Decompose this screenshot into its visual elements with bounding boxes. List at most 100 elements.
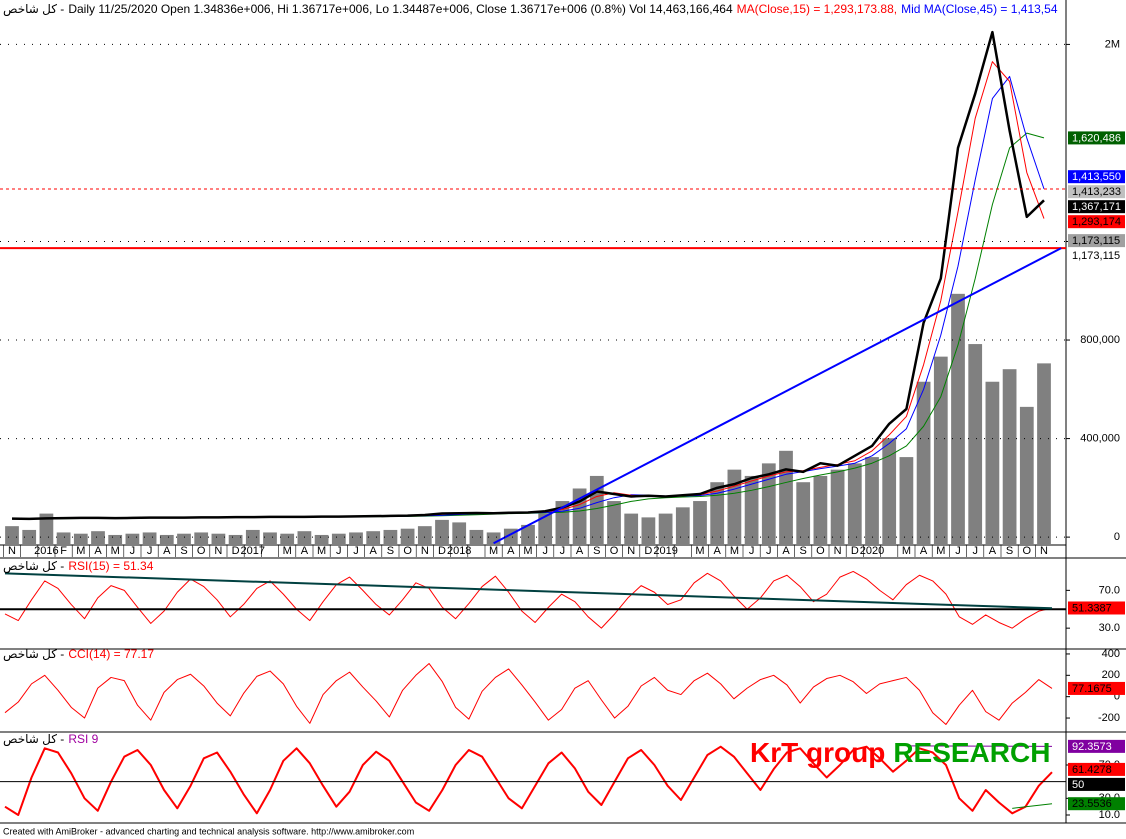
volume-bar [91,531,105,545]
x-tick-label: 2017 [241,545,265,557]
header-title: CCI(14) = 77.17 [68,647,154,661]
value-label: 1,293,174 [1072,216,1121,228]
volume-bar [1002,369,1017,545]
panel [4,663,1053,725]
x-tick-label: N [834,545,842,557]
trendline [4,572,1053,610]
volume-bar [108,534,123,545]
y-tick-label: 0 [1114,691,1120,703]
value-label-box [1068,601,1125,615]
watermark-part: KrT group [750,737,885,768]
x-tick-label: S [800,545,807,557]
x-tick-label: N [421,545,429,557]
volume-bar [125,533,140,545]
volume-bar [985,381,1000,545]
x-tick-label: M [489,545,498,557]
volume-bar [521,524,535,545]
x-tick-label: A [507,545,515,557]
value-label-box [1068,131,1125,145]
volume-bar [1037,363,1051,545]
volume-bar [624,513,639,545]
x-tick-label: M [111,545,120,557]
volume-bar [968,344,983,545]
value-label: 77.1675 [1072,683,1112,695]
x-tick-label: J [749,545,755,557]
y-tick-label: -200 [1098,712,1120,724]
value-label-box [1068,170,1125,184]
x-tick-label: A [163,545,171,557]
volume-bar [177,533,191,545]
y-tick-label: 400,000 [1080,432,1120,444]
x-tick-label: M [730,545,739,557]
x-tick-label: D [851,545,859,557]
value-label: 51.3387 [1072,602,1112,614]
volume-bar [211,533,226,545]
value-label-box [1068,797,1125,811]
value-label-box [1068,762,1125,776]
volume-bar [73,533,88,545]
value-label-box [1068,200,1125,214]
x-tick-label: O [1023,545,1032,557]
value-label-box [1068,234,1125,248]
value-label: 1,620,486 [1072,132,1121,144]
x-tick-label: F [60,545,67,557]
volume-bar [228,534,243,545]
volume-bar [641,517,656,545]
y-tick-label: 800,000 [1080,334,1120,346]
volume-bar [263,532,277,545]
x-tick-label: J [353,545,359,557]
x-tick-label: S [1006,545,1013,557]
x-tick-label: S [180,545,187,557]
value-label: 61.4278 [1072,764,1112,776]
value-label: 50 [1072,779,1084,791]
value-label: 1,173,115 [1072,235,1120,247]
value-label-box [1068,215,1125,229]
x-tick-label: J [560,545,566,557]
x-tick-label: J [130,545,136,557]
y-tick-label: 400 [1102,648,1120,660]
volume-bar [159,534,174,545]
value-label-box [1068,739,1125,753]
volume-bar [710,482,725,545]
series-line [4,663,1053,725]
value-label-box [1068,777,1125,791]
legend-entry: Mid MA(Close,45) = 1,413,54 [901,2,1058,16]
volume-bar [56,532,71,545]
x-tick-label: S [387,545,394,557]
value-label: 92.3573 [1072,741,1112,753]
volume-bar [658,513,673,545]
x-tick-label: A [94,545,102,557]
x-tick-label: A [920,545,928,557]
volume-bar [366,531,381,545]
volume-bar [417,526,432,545]
value-label: 23.5536 [1072,798,1112,810]
volume-bar [5,526,19,545]
volume-bar [314,534,329,545]
volume-bar [22,529,37,545]
volume-bar [349,532,363,545]
value-label: 1,413,550 [1072,171,1121,183]
y-tick-label: 30.0 [1099,622,1120,634]
x-tick-label: S [593,545,600,557]
y-tick-label: 0 [1114,531,1120,543]
y-tick-label: 200 [1102,669,1120,681]
panel-header: كل شاخص - Daily 11/25/2020 Open 1.34836e+… [3,2,1058,17]
volume-bar [142,532,157,545]
volume-bar [1019,406,1034,545]
x-tick-label: O [816,545,825,557]
volume-bar [933,356,948,545]
x-tick-label: N [1040,545,1048,557]
volume-bar [693,501,707,545]
x-tick-label: J [766,545,772,557]
volume-bar [39,513,54,545]
x-tick-label: A [370,545,378,557]
volume-bar [245,529,260,545]
x-tick-label: A [576,545,584,557]
volume-bar [744,475,759,545]
volume-bar [297,531,312,545]
value-label: 1,173,115 [1072,250,1120,262]
y-tick-label: 2M [1105,38,1120,50]
x-tick-label: A [714,545,722,557]
volume-bar [899,457,914,545]
panel [0,745,1066,816]
